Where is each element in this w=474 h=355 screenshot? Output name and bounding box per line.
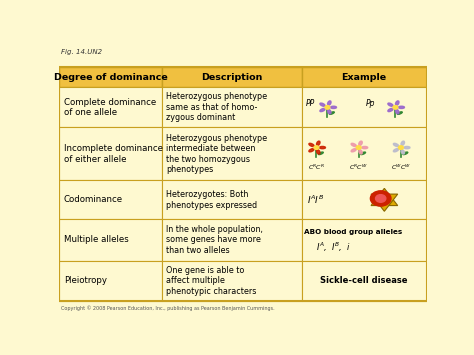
Ellipse shape: [397, 112, 402, 114]
Circle shape: [314, 146, 319, 149]
Text: Degree of dominance: Degree of dominance: [54, 73, 167, 82]
Circle shape: [393, 105, 398, 109]
Circle shape: [375, 195, 386, 202]
FancyBboxPatch shape: [59, 180, 162, 219]
Text: Example: Example: [342, 73, 387, 82]
Ellipse shape: [317, 141, 320, 146]
Circle shape: [325, 105, 330, 109]
Ellipse shape: [351, 143, 356, 147]
Ellipse shape: [388, 103, 393, 106]
Text: One gene is able to
affect multiple
phenotypic characters: One gene is able to affect multiple phen…: [166, 266, 256, 296]
Text: In the whole population,
some genes have more
than two alleles: In the whole population, some genes have…: [166, 225, 263, 255]
Ellipse shape: [317, 150, 320, 154]
Text: $C^RC^W$: $C^RC^W$: [349, 163, 368, 173]
Ellipse shape: [395, 101, 399, 105]
Ellipse shape: [309, 149, 314, 152]
Text: PP: PP: [305, 99, 315, 108]
Text: Fig. 14.UN2: Fig. 14.UN2: [61, 49, 102, 55]
Ellipse shape: [319, 146, 326, 149]
FancyBboxPatch shape: [301, 219, 427, 261]
FancyBboxPatch shape: [59, 261, 162, 301]
Text: $C^WC^W$: $C^WC^W$: [391, 163, 411, 173]
FancyBboxPatch shape: [301, 127, 427, 180]
FancyBboxPatch shape: [162, 219, 301, 261]
Text: Multiple alleles: Multiple alleles: [64, 235, 128, 245]
Ellipse shape: [330, 106, 337, 109]
Ellipse shape: [320, 103, 325, 106]
FancyBboxPatch shape: [162, 127, 301, 180]
Text: Heterozygous phenotype
intermediate between
the two homozygous
phenotypes: Heterozygous phenotype intermediate betw…: [166, 134, 267, 174]
Circle shape: [370, 191, 391, 206]
Ellipse shape: [399, 106, 404, 109]
Polygon shape: [371, 189, 398, 206]
Text: $C^RC^R$: $C^RC^R$: [308, 163, 325, 173]
FancyBboxPatch shape: [162, 67, 301, 87]
FancyBboxPatch shape: [59, 87, 162, 127]
Ellipse shape: [328, 109, 331, 114]
Text: Pleiotropy: Pleiotropy: [64, 276, 107, 285]
FancyBboxPatch shape: [162, 261, 301, 301]
Ellipse shape: [404, 146, 410, 149]
FancyBboxPatch shape: [301, 67, 427, 87]
Text: Sickle-cell disease: Sickle-cell disease: [320, 276, 408, 285]
Ellipse shape: [395, 109, 399, 114]
Text: ABO blood group alleles: ABO blood group alleles: [303, 229, 402, 235]
Text: Description: Description: [201, 73, 263, 82]
Text: Codominance: Codominance: [64, 195, 123, 204]
FancyBboxPatch shape: [162, 180, 301, 219]
FancyBboxPatch shape: [59, 127, 162, 180]
Text: $I^A$,  $I^B$,  $i$: $I^A$, $I^B$, $i$: [317, 241, 352, 254]
FancyBboxPatch shape: [301, 180, 427, 219]
Text: Complete dominance
of one allele: Complete dominance of one allele: [64, 98, 156, 117]
FancyBboxPatch shape: [301, 87, 427, 127]
Ellipse shape: [388, 108, 393, 111]
Ellipse shape: [362, 146, 368, 149]
Polygon shape: [371, 194, 398, 211]
FancyBboxPatch shape: [59, 219, 162, 261]
Text: Incomplete dominance
of either allele: Incomplete dominance of either allele: [64, 144, 163, 164]
Ellipse shape: [359, 150, 362, 154]
Ellipse shape: [351, 149, 356, 152]
Text: Heterozygous phenotype
same as that of homo-
zygous dominant: Heterozygous phenotype same as that of h…: [166, 92, 267, 122]
Circle shape: [399, 146, 403, 149]
Circle shape: [356, 146, 361, 149]
Text: Pp: Pp: [366, 99, 375, 108]
Ellipse shape: [329, 112, 334, 114]
Ellipse shape: [359, 141, 362, 146]
Ellipse shape: [328, 101, 331, 105]
Ellipse shape: [393, 149, 399, 152]
Text: Heterozygotes: Both
phenotypes expressed: Heterozygotes: Both phenotypes expressed: [166, 190, 257, 209]
FancyBboxPatch shape: [301, 261, 427, 301]
Ellipse shape: [401, 141, 404, 146]
FancyBboxPatch shape: [162, 87, 301, 127]
Ellipse shape: [320, 108, 325, 111]
Text: $I^AI^B$: $I^AI^B$: [307, 193, 324, 206]
Ellipse shape: [319, 152, 323, 154]
FancyBboxPatch shape: [59, 67, 162, 87]
Ellipse shape: [309, 143, 314, 147]
Ellipse shape: [401, 150, 404, 154]
Text: Copyright © 2008 Pearson Education, Inc., publishing as Pearson Benjamin Cumming: Copyright © 2008 Pearson Education, Inc.…: [61, 305, 275, 311]
Ellipse shape: [393, 143, 399, 147]
Ellipse shape: [361, 152, 365, 154]
Ellipse shape: [403, 152, 408, 154]
